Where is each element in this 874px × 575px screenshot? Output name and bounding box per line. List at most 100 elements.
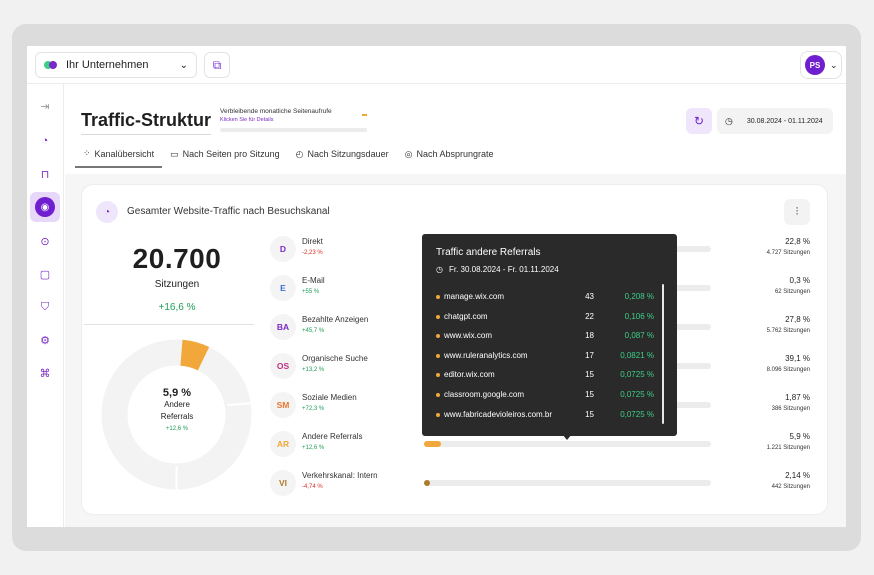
channel-icon: BA: [270, 314, 296, 340]
channel-sessions: 1.221 Sitzungen: [766, 445, 810, 451]
filter-button[interactable]: ⫶: [784, 199, 810, 225]
channel-pct: 39,1 %: [785, 354, 810, 363]
tab-channel-overview[interactable]: ⁘ Kanalübersicht: [75, 148, 163, 168]
channel-bar-fill: [424, 480, 431, 486]
channel-name: Verkehrskanal: Intern: [302, 471, 378, 480]
total-sessions-label: Sitzungen: [154, 279, 200, 290]
donut-label-line2: Referrals: [160, 412, 194, 421]
shield-icon: ⛉: [40, 300, 50, 313]
tab-bounce-rate[interactable]: ◎ Nach Absprungrate: [397, 148, 502, 168]
tooltip-row: chatgpt.com 22 0,106 %: [436, 312, 656, 324]
channels-icon: ⁘: [83, 148, 91, 158]
bounce-icon: ◎: [404, 148, 413, 159]
refresh-button[interactable]: ↻: [686, 108, 712, 134]
bullet-icon: [436, 353, 440, 358]
channel-change: +72,3 %: [302, 406, 325, 412]
bag-icon: ⊓: [40, 168, 50, 181]
channel-row[interactable]: AR Andere Referrals +12,6 % 5,9 % 1.221 Sitz…: [270, 428, 820, 464]
referrer-name: manage.wix.com: [444, 292, 505, 301]
channel-bar-fill: [424, 441, 441, 447]
tooltip-row: classroom.google.com 15 0,0725 %: [436, 390, 656, 402]
sidebar-item-security[interactable]: ⛉: [33, 295, 57, 319]
video-icon: ▭: [170, 148, 179, 159]
tooltip-arrow: [562, 434, 572, 440]
user-menu[interactable]: PS ⌄: [800, 51, 842, 79]
traffic-icon: ◉: [35, 197, 55, 217]
tooltip-row: editor.wix.com 15 0,0725 %: [436, 370, 656, 382]
channel-sessions: 386 Sitzungen: [771, 406, 810, 412]
sidebar-item-traffic[interactable]: ◉: [30, 192, 60, 222]
channel-icon: OS: [270, 353, 296, 379]
referrer-count: 43: [585, 292, 594, 301]
sidebar: ⇥ ◔ ⊓ ◉ ⊙ ▢ ⛉ ⚙ ⌘: [27, 84, 64, 527]
sidebar-item-integrations[interactable]: ⌘: [33, 361, 57, 385]
channel-icon: SM: [270, 392, 296, 418]
target-icon: ⊙: [40, 235, 50, 248]
channel-sessions: 8.096 Sitzungen: [766, 367, 810, 373]
tab-label: Nach Sitzungsdauer: [307, 149, 389, 159]
channel-change: -2,23 %: [302, 250, 323, 256]
donut-pct: 5,9 %: [162, 387, 192, 399]
page-header: Traffic-Struktur Verbleibende monatliche…: [65, 84, 846, 174]
company-logo-icon: [44, 60, 58, 70]
channel-pct: 2,14 %: [785, 471, 810, 480]
referrer-count: 22: [585, 311, 594, 321]
total-sessions-change: +16,6 %: [158, 302, 196, 313]
channel-sessions: 4.727 Sitzungen: [766, 250, 810, 256]
referrer-count: 15: [585, 390, 594, 399]
remaining-pageviews-label: Verbleibende monatliche Seitenaufrufe: [220, 108, 332, 115]
date-range-value: 30.08.2024 - 01.11.2024: [746, 117, 823, 125]
channel-change: +13,2 %: [302, 367, 325, 373]
channel-pct: 22,8 %: [785, 237, 810, 246]
page-title: Traffic-Struktur: [81, 110, 212, 135]
tooltip-row: manage.wix.com 43 0,208 %: [436, 292, 656, 304]
tab-pages-per-session[interactable]: ▭ Nach Seiten pro Sitzung: [162, 148, 288, 168]
referrer-share: 0,0725 %: [620, 370, 654, 380]
chat-icon: ▢: [39, 268, 51, 281]
referrer-name: www.ruleranalytics.com: [444, 350, 528, 360]
referrer-name: www.fabricadevioleiros.com.br: [444, 409, 553, 419]
sidebar-collapse-icon[interactable]: ⇥: [40, 100, 50, 113]
channel-pct: 5,9 %: [789, 432, 810, 441]
chevron-down-icon: ⌄: [830, 59, 838, 70]
channel-name: Andere Referrals: [302, 432, 363, 441]
external-link-button[interactable]: ⧉: [204, 52, 230, 78]
channel-sessions: 5.762 Sitzungen: [766, 328, 810, 334]
sidebar-item-feedback[interactable]: ▢: [33, 262, 57, 286]
clock-icon: ◷: [725, 115, 733, 126]
referrer-name: classroom.google.com: [444, 390, 525, 399]
sidebar-item-recordings[interactable]: ⊙: [33, 229, 57, 253]
tab-label: Nach Absprungrate: [416, 149, 494, 159]
channel-sessions: 442 Sitzungen: [771, 484, 810, 490]
tooltip-date-value: Fr. 30.08.2024 - Fr. 01.11.2024: [448, 265, 559, 274]
date-range-picker[interactable]: ◷ 30.08.2024 - 01.11.2024: [717, 108, 833, 134]
sidebar-item-settings[interactable]: ⚙: [33, 328, 57, 352]
gear-icon: ⚙: [40, 334, 50, 347]
donut-chart: [101, 339, 254, 492]
plug-icon: ⌘: [39, 367, 51, 380]
channel-icon: AR: [270, 431, 296, 457]
channel-name: Organische Suche: [302, 354, 368, 363]
referrer-share: 0,106 %: [624, 311, 654, 321]
card-title: Gesamter Website-Traffic nach Besuchskan…: [127, 206, 330, 217]
tooltip-scrollbar[interactable]: [662, 284, 664, 424]
referrer-count: 17: [585, 350, 594, 360]
sidebar-item-shop[interactable]: ⊓: [33, 162, 57, 186]
referrer-count: 15: [585, 370, 594, 380]
channel-row[interactable]: VI Verkehrskanal: Intern -4,74 % 2,14 % 442 …: [270, 467, 820, 503]
donut-change: +12,6 %: [165, 426, 189, 432]
referrer-count: 15: [585, 409, 594, 419]
tooltip-row: www.wix.com 18 0,087 %: [436, 331, 656, 343]
sidebar-item-dashboard[interactable]: ◔: [33, 129, 57, 153]
referrer-share: 0,0725 %: [620, 409, 654, 419]
timer-icon: ◴: [295, 148, 304, 159]
referrer-name: chatgpt.com: [444, 311, 488, 321]
remaining-details-link[interactable]: Klicken Sie für Details: [220, 117, 274, 123]
channel-bar: [424, 480, 711, 486]
divider: [84, 324, 254, 325]
company-selector[interactable]: Ihr Unternehmen ⌄: [35, 52, 197, 78]
donut-gap: [226, 402, 254, 406]
channel-name: Bezahlte Anzeigen: [302, 315, 369, 324]
tab-session-duration[interactable]: ◴ Nach Sitzungsdauer: [288, 148, 397, 168]
clock-icon: ◷: [436, 265, 443, 274]
